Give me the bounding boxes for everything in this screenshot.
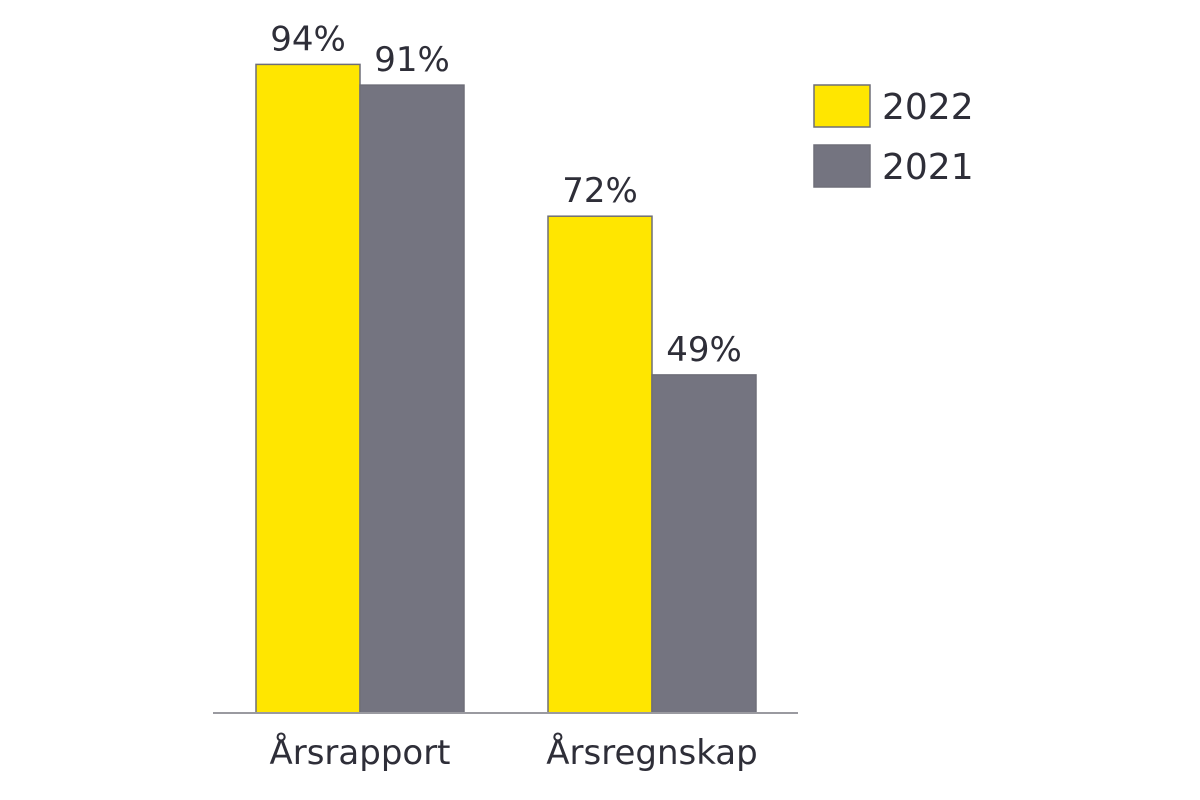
bar-value-labels: 94% 91% 72% 49% — [270, 19, 742, 370]
legend-label-2022: 2022 — [882, 87, 974, 128]
x-tick-label-0: Årsrapport — [269, 732, 450, 773]
legend-swatch-2022 — [813, 84, 871, 128]
bar-årsregnskap-2022 — [547, 215, 653, 714]
bar-label-årsregnskap-2021: 49% — [666, 330, 742, 370]
bar-label-årsrapport-2021: 91% — [374, 40, 450, 80]
bar-årsrapport-2022 — [255, 63, 361, 714]
legend-label-2021: 2021 — [882, 147, 974, 188]
legend: 2022 2021 — [813, 84, 974, 188]
bar-årsrapport-2021 — [359, 84, 465, 714]
bar-årsregnskap-2021 — [651, 374, 757, 714]
x-axis-tick-labels: Årsrapport Årsregnskap — [269, 732, 757, 773]
bar-label-årsregnskap-2022: 72% — [562, 171, 638, 211]
legend-swatch-2021 — [813, 144, 871, 188]
x-tick-label-1: Årsregnskap — [546, 732, 757, 773]
bars — [255, 63, 757, 714]
bar-label-årsrapport-2022: 94% — [270, 19, 346, 59]
